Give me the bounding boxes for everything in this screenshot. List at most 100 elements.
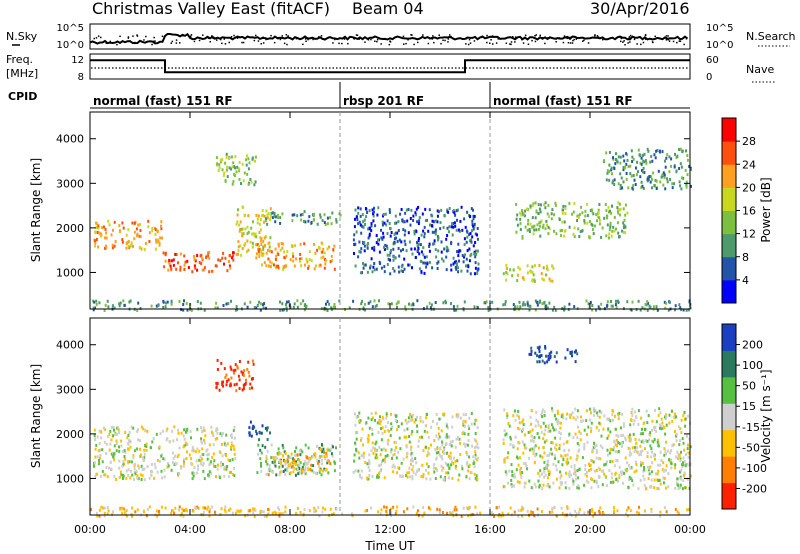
heatmap-cell <box>213 510 216 514</box>
heatmap-cell <box>580 415 582 419</box>
heatmap-cell <box>99 453 102 457</box>
heatmap-cell <box>372 265 375 269</box>
heatmap-cell <box>617 414 620 418</box>
heatmap-cell <box>518 267 521 271</box>
heatmap-cell <box>435 451 438 455</box>
heatmap-cell <box>418 219 421 223</box>
heatmap-cell <box>179 268 182 272</box>
heatmap-cell <box>367 465 370 469</box>
heatmap-cell <box>578 511 581 515</box>
heatmap-cell <box>362 451 365 455</box>
heatmap-cell <box>675 434 677 438</box>
heatmap-cell <box>410 451 413 455</box>
heatmap-cell <box>208 443 211 447</box>
heatmap-cell <box>358 240 361 244</box>
heatmap-cell <box>622 433 625 437</box>
heatmap-cell <box>646 300 649 304</box>
heatmap-cell <box>273 462 276 466</box>
heatmap-cell <box>505 278 508 282</box>
nsearch-dot <box>388 43 391 46</box>
heatmap-cell <box>434 232 437 236</box>
heatmap-cell <box>624 203 627 207</box>
heatmap-cell <box>197 464 200 468</box>
heatmap-cell <box>476 477 479 481</box>
heatmap-cell <box>422 246 425 250</box>
heatmap-cell <box>665 156 668 160</box>
heatmap-cell <box>259 448 262 452</box>
heatmap-cell <box>641 462 644 465</box>
heatmap-cell <box>198 458 201 462</box>
heatmap-cell <box>217 463 219 467</box>
heatmap-cell <box>166 465 169 469</box>
heatmap-cell <box>103 514 106 518</box>
heatmap-cell <box>636 446 639 450</box>
heatmap-cell <box>171 451 174 455</box>
heatmap-cell <box>608 163 611 167</box>
heatmap-cell <box>598 511 601 515</box>
heatmap-cell <box>126 436 129 440</box>
heatmap-cell <box>476 268 479 272</box>
heatmap-cell <box>289 456 292 460</box>
heatmap-cell <box>376 456 379 460</box>
heatmap-cell <box>639 444 642 448</box>
heatmap-cell <box>225 302 228 306</box>
heatmap-cell <box>643 468 646 472</box>
heatmap-cell <box>170 302 173 306</box>
heatmap-cell <box>618 213 621 217</box>
heatmap-cell <box>247 370 250 374</box>
heatmap-cell <box>505 472 508 476</box>
heatmap-cell <box>537 212 540 216</box>
heatmap-cell <box>664 449 667 453</box>
heatmap-cell <box>519 228 522 231</box>
heatmap-cell <box>154 247 157 251</box>
heatmap-cell <box>440 250 443 254</box>
heatmap-cell <box>545 354 547 358</box>
heatmap-cell <box>164 253 167 257</box>
heatmap-cell <box>95 512 98 515</box>
heatmap-cell <box>681 463 684 467</box>
heatmap-cell <box>190 461 193 465</box>
heatmap-cell <box>164 251 167 255</box>
heatmap-cell <box>211 432 214 436</box>
heatmap-cell <box>573 472 575 476</box>
heatmap-cell <box>394 419 397 422</box>
heatmap-cell <box>301 450 304 454</box>
heatmap-cell <box>282 446 285 450</box>
heatmap-cell <box>615 306 618 310</box>
heatmap-cell <box>100 505 103 509</box>
heatmap-cell <box>203 441 206 445</box>
heatmap-cell <box>362 261 364 265</box>
heatmap-cell <box>393 237 396 241</box>
heatmap-cell <box>274 457 277 461</box>
heatmap-cell <box>462 442 465 446</box>
heatmap-cell <box>302 462 305 466</box>
heatmap-cell <box>410 415 413 419</box>
heatmap-cell <box>519 305 522 309</box>
heatmap-cell <box>652 440 655 444</box>
heatmap-cell <box>104 473 107 477</box>
heatmap-cell <box>572 479 575 483</box>
heatmap-cell <box>146 465 149 469</box>
heatmap-cell <box>658 478 661 482</box>
heatmap-cell <box>544 465 547 469</box>
heatmap-cell <box>241 388 244 392</box>
heatmap-cell <box>576 409 579 413</box>
heatmap-cell <box>393 465 396 469</box>
heatmap-cell <box>524 209 527 213</box>
heatmap-cell <box>217 258 220 262</box>
heatmap-cell <box>618 473 621 477</box>
heatmap-cell <box>254 159 256 163</box>
heatmap-cell <box>565 417 568 421</box>
heatmap-cell <box>127 244 130 248</box>
heatmap-cell <box>190 436 192 440</box>
heatmap-cell <box>431 219 434 223</box>
heatmap-cell <box>150 473 153 477</box>
heatmap-cell <box>385 414 388 417</box>
heatmap-cell <box>442 301 445 305</box>
heatmap-cell <box>321 450 324 454</box>
heatmap-cell <box>592 413 595 417</box>
heatmap-cell <box>686 173 689 177</box>
heatmap-cell <box>556 420 558 423</box>
heatmap-cell <box>404 418 407 422</box>
heatmap-cell <box>279 300 281 304</box>
